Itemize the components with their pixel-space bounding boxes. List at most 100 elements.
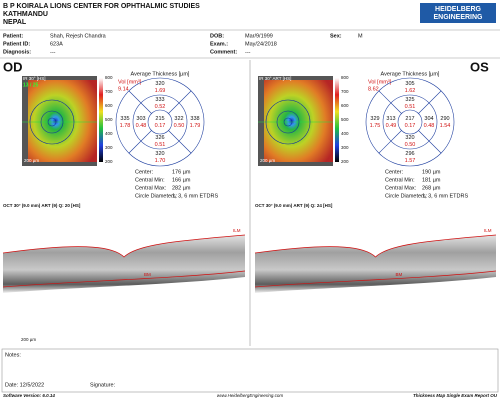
field-label: Comment: <box>210 49 237 55</box>
colorbar-label: 200 <box>341 159 349 164</box>
bm-line <box>254 270 497 288</box>
map-title: Average Thickness [µm] <box>381 71 440 77</box>
ilm-label: ILM <box>233 228 241 233</box>
stat-label: Central Max: <box>385 185 417 191</box>
colorbar-label: 800 <box>105 75 113 80</box>
stat-value: 176 µm <box>172 169 191 175</box>
etdrs-divider <box>168 90 192 114</box>
notes-label: Notes: <box>5 352 21 358</box>
oct-scale: 200 µm <box>21 337 36 342</box>
sector-thickness: 335 <box>120 116 129 122</box>
etdrs-ring <box>382 94 438 150</box>
sector-volume: 1.57 <box>405 158 416 164</box>
sector-thickness: 320 <box>155 151 164 157</box>
colorbar-label: 700 <box>105 89 113 94</box>
field-label: DOB: <box>210 33 224 39</box>
grid-ring <box>29 99 75 145</box>
sector-volume: 0.17 <box>155 123 166 129</box>
bm-label: BM <box>144 272 151 277</box>
signature: Signature: <box>90 382 116 388</box>
notes-box <box>1 348 499 393</box>
field-label: Patient: <box>3 33 23 39</box>
field-label: Sex: <box>330 33 342 39</box>
date: Date: 12/5/2022 <box>5 382 44 388</box>
etdrs-divider <box>378 90 402 114</box>
stat-label: Circle Diameters: <box>385 193 428 199</box>
etdrs-divider <box>418 90 442 114</box>
grid-ring <box>283 117 293 127</box>
logo-text: HEIDELBERG <box>435 6 481 13</box>
retina-band <box>255 235 496 293</box>
field-value: M <box>358 33 363 39</box>
sector-volume: 1.78 <box>120 123 131 129</box>
etdrs-divider <box>128 90 152 114</box>
sector-thickness: 296 <box>405 151 414 157</box>
sector-thickness: 329 <box>370 116 379 122</box>
ilm-line <box>254 234 497 258</box>
colorbar-label: 300 <box>105 145 113 150</box>
website: www.HeidelbergEngineering.com <box>217 393 284 398</box>
sector-volume: 0.49 <box>386 123 397 129</box>
vol-value: 8.62 <box>368 86 379 92</box>
thickness-overlay <box>28 80 97 162</box>
sector-thickness: 313 <box>386 116 395 122</box>
sector-thickness: 215 <box>155 116 164 122</box>
etdrs-ring <box>365 77 455 167</box>
etdrs-ring <box>397 109 423 135</box>
sector-volume: 0.48 <box>136 123 147 129</box>
bm-line <box>2 270 246 288</box>
sector-volume: 1.54 <box>440 123 451 129</box>
bm-label: BM <box>396 272 403 277</box>
retina-band <box>3 235 245 293</box>
colorbar-label: 500 <box>105 117 113 122</box>
etdrs-divider <box>168 130 192 154</box>
sector-thickness: 305 <box>405 81 414 87</box>
image-label: IR 30° ART [HS] <box>259 76 291 81</box>
sector-volume: 0.50 <box>174 123 185 129</box>
stat-label: Circle Diameters: <box>135 193 178 199</box>
sector-volume: 0.51 <box>405 104 416 110</box>
logo-text: ENGINEERING <box>433 14 483 21</box>
grid-ring <box>265 99 311 145</box>
sector-volume: 0.17 <box>405 123 416 129</box>
etdrs-divider <box>378 130 402 154</box>
grid-ring <box>40 110 64 134</box>
colorbar-label: 800 <box>341 75 349 80</box>
sector-volume: 0.51 <box>155 142 166 148</box>
colorbar-label: 400 <box>341 131 349 136</box>
report-name: Thickness Map Single Exam Report OU <box>413 393 498 398</box>
stat-value: 190 µm <box>422 169 441 175</box>
ilm-label: ILM <box>484 228 492 233</box>
stat-label: Central Min: <box>135 177 165 183</box>
image-label: IR 30° [HS] <box>23 76 46 81</box>
sector-thickness: 338 <box>190 116 199 122</box>
ilm-line <box>2 234 246 258</box>
eye-label: OS <box>470 59 489 74</box>
quality: 13 / 25 <box>23 82 39 88</box>
colorbar-label: 600 <box>105 103 113 108</box>
field-value: Mar/9/1999 <box>245 33 273 39</box>
stat-label: Central Min: <box>385 177 415 183</box>
colorbar-label: 300 <box>341 145 349 150</box>
thickness-overlay <box>264 80 333 162</box>
field-value: Shah, Rejesh Chandra <box>50 33 107 39</box>
colorbar <box>335 78 339 162</box>
scale: 200 µm <box>260 158 275 163</box>
vol-value: 9.14 <box>118 86 129 92</box>
colorbar-label: 400 <box>105 131 113 136</box>
sector-volume: 1.70 <box>155 158 166 164</box>
colorbar <box>99 78 103 162</box>
field-label: Exam.: <box>210 41 228 47</box>
logo-box <box>420 3 496 23</box>
sector-volume: 1.75 <box>370 123 381 129</box>
colorbar-label: 600 <box>341 103 349 108</box>
etdrs-ring <box>147 109 173 135</box>
country: NEPAL <box>3 19 27 26</box>
sector-thickness: 326 <box>155 135 164 141</box>
stat-value: 166 µm <box>172 177 191 183</box>
colorbar-label: 200 <box>105 159 113 164</box>
colorbar-label: 700 <box>341 89 349 94</box>
field-value: May/24/2018 <box>245 41 277 47</box>
scale: 200 µm <box>24 158 39 163</box>
stat-value: 1, 3, 6 mm ETDRS <box>422 193 468 199</box>
